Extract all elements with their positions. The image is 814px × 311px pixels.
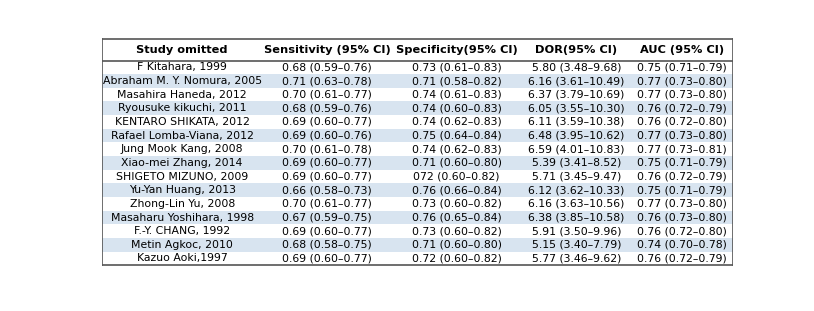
- Text: Study omitted: Study omitted: [137, 44, 228, 54]
- Text: 0.76 (0.72–0.79): 0.76 (0.72–0.79): [637, 103, 727, 113]
- Text: 6.38 (3.85–10.58): 6.38 (3.85–10.58): [528, 212, 624, 223]
- Text: F.-Y. CHANG, 1992: F.-Y. CHANG, 1992: [134, 226, 230, 236]
- Text: 0.74 (0.70–0.78): 0.74 (0.70–0.78): [637, 240, 727, 250]
- Text: 0.73 (0.60–0.82): 0.73 (0.60–0.82): [412, 199, 501, 209]
- Text: 0.69 (0.60–0.76): 0.69 (0.60–0.76): [282, 131, 372, 141]
- Text: 5.91 (3.50–9.96): 5.91 (3.50–9.96): [532, 226, 621, 236]
- Text: 0.76 (0.72–0.80): 0.76 (0.72–0.80): [637, 117, 727, 127]
- Bar: [102, 61, 733, 74]
- Text: Specificity(95% CI): Specificity(95% CI): [396, 44, 518, 54]
- Text: 0.69 (0.60–0.77): 0.69 (0.60–0.77): [282, 158, 372, 168]
- Text: Xiao-mei Zhang, 2014: Xiao-mei Zhang, 2014: [121, 158, 243, 168]
- Text: DOR(95% CI): DOR(95% CI): [536, 44, 618, 54]
- Text: 0.76 (0.72–0.79): 0.76 (0.72–0.79): [637, 172, 727, 182]
- Text: Jung Mook Kang, 2008: Jung Mook Kang, 2008: [121, 144, 243, 154]
- Text: 0.76 (0.65–0.84): 0.76 (0.65–0.84): [412, 212, 501, 223]
- Text: 0.75 (0.71–0.79): 0.75 (0.71–0.79): [637, 63, 727, 72]
- Text: 5.71 (3.45–9.47): 5.71 (3.45–9.47): [532, 172, 621, 182]
- Text: 0.70 (0.61–0.78): 0.70 (0.61–0.78): [282, 144, 372, 154]
- Text: 0.68 (0.59–0.76): 0.68 (0.59–0.76): [282, 103, 372, 113]
- Text: 0.74 (0.60–0.83): 0.74 (0.60–0.83): [412, 103, 501, 113]
- Text: 5.15 (3.40–7.79): 5.15 (3.40–7.79): [532, 240, 621, 250]
- Text: 6.05 (3.55–10.30): 6.05 (3.55–10.30): [528, 103, 625, 113]
- Text: 0.67 (0.59–0.75): 0.67 (0.59–0.75): [282, 212, 372, 223]
- Text: 0.74 (0.62–0.83): 0.74 (0.62–0.83): [412, 117, 501, 127]
- Bar: [102, 156, 733, 170]
- Bar: [102, 115, 733, 129]
- Text: 0.72 (0.60–0.82): 0.72 (0.60–0.82): [412, 253, 501, 263]
- Text: 0.69 (0.60–0.77): 0.69 (0.60–0.77): [282, 117, 372, 127]
- Bar: [102, 211, 733, 224]
- Bar: [102, 238, 733, 252]
- Text: Masahira Haneda, 2012: Masahira Haneda, 2012: [117, 90, 247, 100]
- Text: Masaharu Yoshihara, 1998: Masaharu Yoshihara, 1998: [111, 212, 254, 223]
- Text: 0.73 (0.61–0.83): 0.73 (0.61–0.83): [412, 63, 501, 72]
- Text: 0.77 (0.73–0.80): 0.77 (0.73–0.80): [637, 90, 727, 100]
- Text: 072 (0.60–0.82): 072 (0.60–0.82): [414, 172, 500, 182]
- Text: 0.77 (0.73–0.81): 0.77 (0.73–0.81): [637, 144, 727, 154]
- Text: 0.71 (0.60–0.80): 0.71 (0.60–0.80): [412, 240, 501, 250]
- Text: 0.75 (0.71–0.79): 0.75 (0.71–0.79): [637, 158, 727, 168]
- Bar: [102, 88, 733, 101]
- Bar: [102, 101, 733, 115]
- Text: 0.71 (0.58–0.82): 0.71 (0.58–0.82): [412, 76, 501, 86]
- Text: Kazuo Aoki,1997: Kazuo Aoki,1997: [137, 253, 228, 263]
- Text: 0.69 (0.60–0.77): 0.69 (0.60–0.77): [282, 172, 372, 182]
- Text: 0.76 (0.66–0.84): 0.76 (0.66–0.84): [412, 185, 501, 195]
- Text: 0.76 (0.73–0.80): 0.76 (0.73–0.80): [637, 212, 727, 223]
- Text: 0.77 (0.73–0.80): 0.77 (0.73–0.80): [637, 199, 727, 209]
- Text: 6.16 (3.61–10.49): 6.16 (3.61–10.49): [528, 76, 624, 86]
- Text: 5.39 (3.41–8.52): 5.39 (3.41–8.52): [532, 158, 621, 168]
- Text: Rafael Lomba-Viana, 2012: Rafael Lomba-Viana, 2012: [111, 131, 254, 141]
- Text: 6.12 (3.62–10.33): 6.12 (3.62–10.33): [528, 185, 624, 195]
- Text: Yu-Yan Huang, 2013: Yu-Yan Huang, 2013: [129, 185, 236, 195]
- Text: 0.73 (0.60–0.82): 0.73 (0.60–0.82): [412, 226, 501, 236]
- Text: 0.69 (0.60–0.77): 0.69 (0.60–0.77): [282, 253, 372, 263]
- Text: 0.66 (0.58–0.73): 0.66 (0.58–0.73): [282, 185, 372, 195]
- Bar: [102, 74, 733, 88]
- Text: 0.75 (0.64–0.84): 0.75 (0.64–0.84): [412, 131, 501, 141]
- Text: 0.71 (0.60–0.80): 0.71 (0.60–0.80): [412, 158, 501, 168]
- Text: 0.71 (0.63–0.78): 0.71 (0.63–0.78): [282, 76, 372, 86]
- Text: 0.77 (0.73–0.80): 0.77 (0.73–0.80): [637, 131, 727, 141]
- Text: 0.70 (0.61–0.77): 0.70 (0.61–0.77): [282, 199, 372, 209]
- Text: AUC (95% CI): AUC (95% CI): [640, 44, 724, 54]
- Text: 5.80 (3.48–9.68): 5.80 (3.48–9.68): [532, 63, 621, 72]
- Bar: [102, 142, 733, 156]
- Bar: [102, 224, 733, 238]
- Bar: [102, 39, 733, 61]
- Text: 0.75 (0.71–0.79): 0.75 (0.71–0.79): [637, 185, 727, 195]
- Text: 0.76 (0.72–0.80): 0.76 (0.72–0.80): [637, 226, 727, 236]
- Bar: [102, 252, 733, 265]
- Bar: [102, 197, 733, 211]
- Text: 6.48 (3.95–10.62): 6.48 (3.95–10.62): [528, 131, 624, 141]
- Text: 0.68 (0.58–0.75): 0.68 (0.58–0.75): [282, 240, 372, 250]
- Text: 6.59 (4.01–10.83): 6.59 (4.01–10.83): [528, 144, 624, 154]
- Bar: [102, 129, 733, 142]
- Text: 0.74 (0.61–0.83): 0.74 (0.61–0.83): [412, 90, 501, 100]
- Bar: [102, 170, 733, 183]
- Text: 0.76 (0.72–0.79): 0.76 (0.72–0.79): [637, 253, 727, 263]
- Text: Metin Agkoc, 2010: Metin Agkoc, 2010: [131, 240, 233, 250]
- Text: 6.16 (3.63–10.56): 6.16 (3.63–10.56): [528, 199, 624, 209]
- Text: Sensitivity (95% CI): Sensitivity (95% CI): [264, 44, 391, 54]
- Text: Ryousuke kikuchi, 2011: Ryousuke kikuchi, 2011: [118, 103, 247, 113]
- Text: 5.77 (3.46–9.62): 5.77 (3.46–9.62): [532, 253, 621, 263]
- Text: SHIGETO MIZUNO, 2009: SHIGETO MIZUNO, 2009: [116, 172, 248, 182]
- Text: KENTARO SHIKATA, 2012: KENTARO SHIKATA, 2012: [115, 117, 250, 127]
- Text: 6.11 (3.59–10.38): 6.11 (3.59–10.38): [528, 117, 624, 127]
- Text: 6.37 (3.79–10.69): 6.37 (3.79–10.69): [528, 90, 624, 100]
- Text: 0.68 (0.59–0.76): 0.68 (0.59–0.76): [282, 63, 372, 72]
- Text: F Kitahara, 1999: F Kitahara, 1999: [138, 63, 227, 72]
- Text: 0.69 (0.60–0.77): 0.69 (0.60–0.77): [282, 226, 372, 236]
- Text: 0.70 (0.61–0.77): 0.70 (0.61–0.77): [282, 90, 372, 100]
- Bar: [102, 183, 733, 197]
- Text: Abraham M. Y. Nomura, 2005: Abraham M. Y. Nomura, 2005: [103, 76, 262, 86]
- Text: Zhong-Lin Yu, 2008: Zhong-Lin Yu, 2008: [129, 199, 234, 209]
- Text: 0.77 (0.73–0.80): 0.77 (0.73–0.80): [637, 76, 727, 86]
- Text: 0.74 (0.62–0.83): 0.74 (0.62–0.83): [412, 144, 501, 154]
